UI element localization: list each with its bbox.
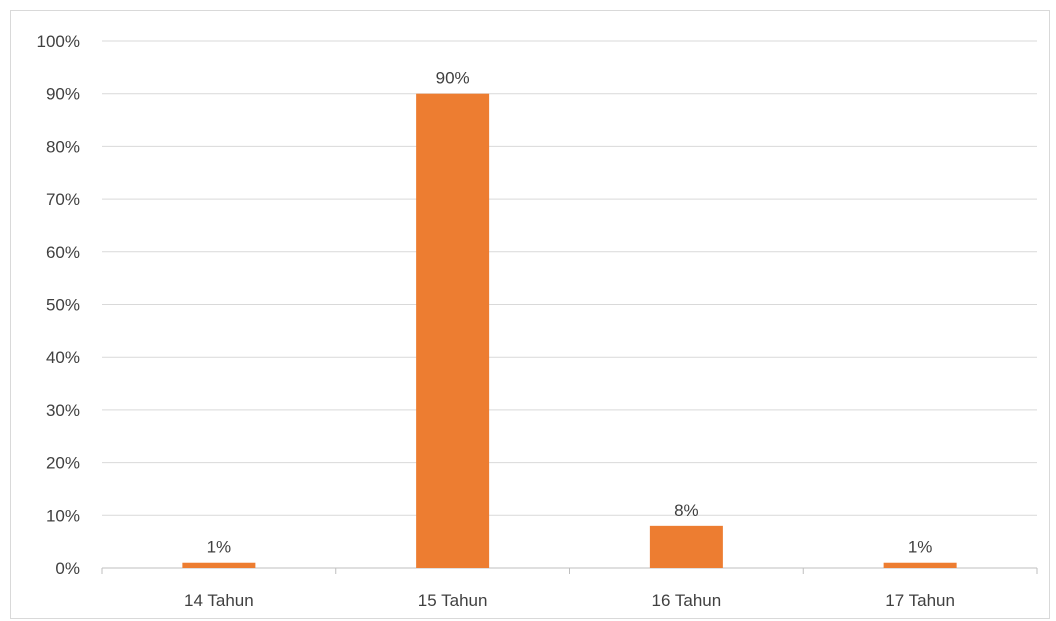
data-label: 1% (908, 538, 933, 557)
bar (416, 93, 490, 568)
x-category-label: 15 Tahun (418, 591, 488, 610)
x-category-label: 17 Tahun (885, 591, 955, 610)
y-tick-label: 70% (46, 190, 80, 209)
y-tick-label: 90% (46, 85, 80, 104)
y-tick-label: 80% (46, 137, 80, 156)
chart-frame (10, 10, 1050, 619)
y-tick-label: 40% (46, 348, 80, 367)
y-tick-label: 30% (46, 401, 80, 420)
y-tick-label: 100% (37, 32, 80, 51)
x-category-label: 16 Tahun (652, 591, 722, 610)
y-tick-label: 60% (46, 243, 80, 262)
bar (182, 562, 256, 568)
data-label: 90% (436, 69, 470, 88)
data-label: 1% (207, 538, 232, 557)
y-tick-label: 10% (46, 506, 80, 525)
bar (883, 562, 957, 568)
x-category-label: 14 Tahun (184, 591, 254, 610)
y-tick-label: 0% (55, 559, 80, 578)
y-tick-label: 20% (46, 454, 80, 473)
y-tick-label: 50% (46, 296, 80, 315)
bar (649, 525, 723, 568)
data-label: 8% (674, 501, 699, 520)
